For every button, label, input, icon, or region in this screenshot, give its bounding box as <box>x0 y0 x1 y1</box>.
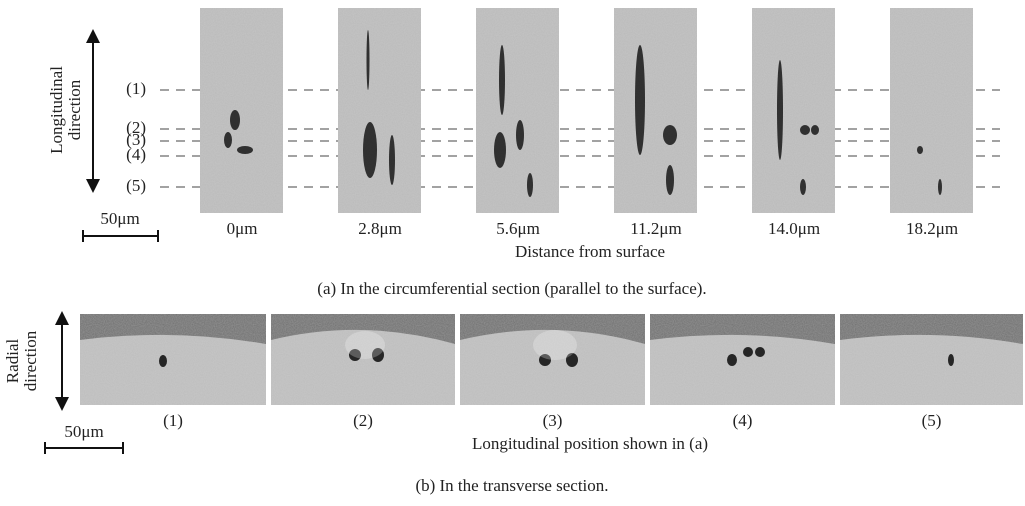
position-label: (3) <box>543 411 563 430</box>
defect <box>635 45 645 155</box>
depth-label: 5.6μm <box>496 219 540 238</box>
position-label: (3) <box>126 130 146 149</box>
axis-label: direction <box>65 79 84 140</box>
micrograph-texture <box>840 314 1023 405</box>
depth-label: 2.8μm <box>358 219 402 238</box>
position-label: (1) <box>126 79 146 98</box>
defect <box>755 347 765 357</box>
position-label: (2) <box>126 118 146 137</box>
micrograph-texture <box>614 8 697 213</box>
micrograph-texture <box>476 8 559 213</box>
defect <box>743 347 753 357</box>
defect <box>366 30 370 90</box>
micrograph-texture <box>271 314 455 405</box>
depth-label: 18.2μm <box>906 219 958 238</box>
scale-label: 50μm <box>64 422 103 441</box>
defect <box>159 355 167 367</box>
scale-label: 50μm <box>100 209 139 228</box>
position-label: (2) <box>353 411 373 430</box>
axis-label: Longitudinal <box>47 66 66 154</box>
defect <box>938 179 942 195</box>
defect <box>666 165 674 195</box>
micrograph-texture <box>200 8 283 213</box>
micrograph-texture <box>890 8 973 213</box>
micrograph-texture <box>460 314 645 405</box>
depth-label: 0μm <box>227 219 258 238</box>
defect <box>800 179 806 195</box>
defect <box>237 146 253 154</box>
defect <box>345 331 385 359</box>
defect <box>224 132 232 148</box>
micrograph-texture <box>752 8 835 213</box>
defect <box>566 353 578 367</box>
defect <box>811 125 819 135</box>
defect <box>363 122 377 178</box>
defect <box>494 132 506 168</box>
defect <box>777 60 783 160</box>
defect <box>533 330 577 360</box>
position-label: (4) <box>733 411 753 430</box>
depth-label: 11.2μm <box>630 219 681 238</box>
defect <box>527 173 533 197</box>
position-label: (4) <box>126 145 146 164</box>
defect <box>516 120 524 150</box>
position-label: (5) <box>922 411 942 430</box>
x-label: Distance from surface <box>515 242 665 261</box>
depth-label: 14.0μm <box>768 219 820 238</box>
defect <box>389 135 395 185</box>
micrograph-texture <box>338 8 421 213</box>
defect <box>948 354 954 366</box>
defect <box>349 349 361 361</box>
micrograph-texture <box>80 314 266 405</box>
defect <box>230 110 240 130</box>
defect <box>727 354 737 366</box>
position-label: (5) <box>126 176 146 195</box>
micrograph-texture <box>650 314 835 405</box>
defect <box>539 354 551 366</box>
defect <box>800 125 810 135</box>
axis-label: direction <box>21 330 40 391</box>
axis-label: Radial <box>3 339 22 384</box>
defect <box>499 45 505 115</box>
position-label: (1) <box>163 411 183 430</box>
defect <box>372 348 384 362</box>
defect <box>663 125 677 145</box>
defect <box>917 146 923 154</box>
caption: (a) In the circumferential section (para… <box>317 279 706 298</box>
caption: (b) In the transverse section. <box>415 476 608 495</box>
x-label: Longitudinal position shown in (a) <box>472 434 708 453</box>
